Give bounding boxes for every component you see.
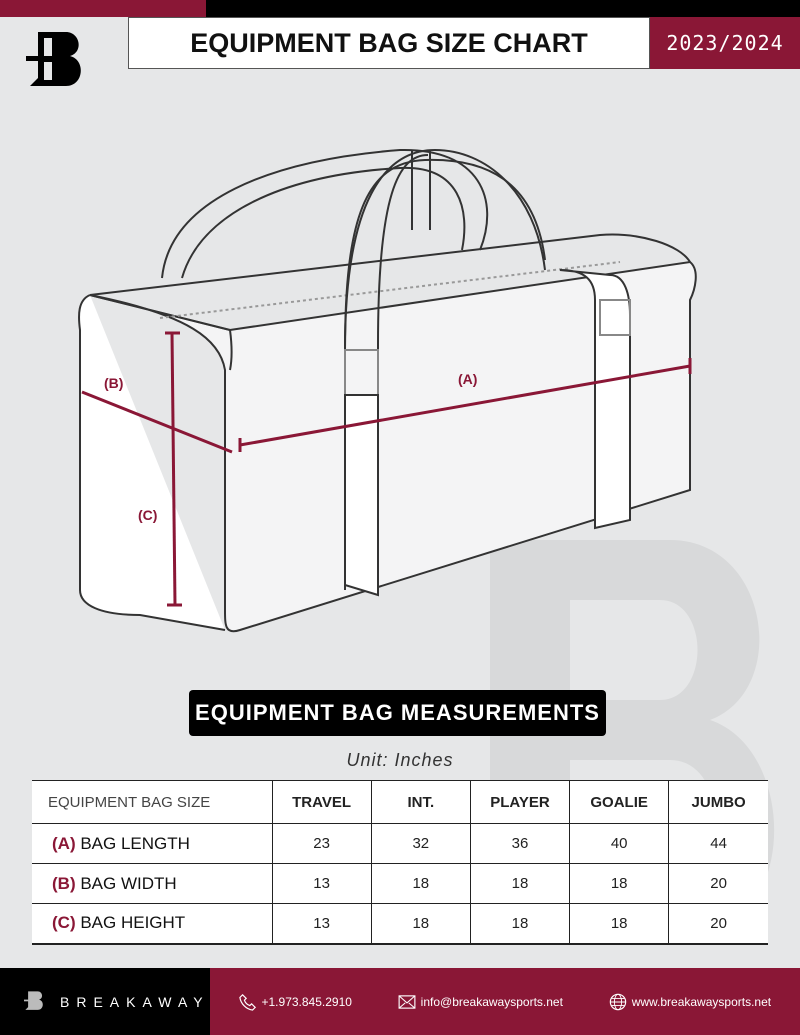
cell: 13 <box>271 903 372 944</box>
measurements-title: EQUIPMENT BAG MEASUREMENTS <box>189 690 606 736</box>
footer-contacts: +1.973.845.2910 info@breakawaysports.net… <box>210 993 800 1011</box>
cell: 18 <box>569 903 669 944</box>
cell: 20 <box>668 903 768 944</box>
col-header: TRAVEL <box>271 780 372 824</box>
footer-website[interactable]: www.breakawaysports.net <box>609 993 771 1011</box>
cell: 18 <box>370 863 471 904</box>
season-badge: 2023/2024 <box>650 17 800 69</box>
row-label: (A) BAG LENGTH <box>52 833 190 853</box>
bag-diagram: (B) (A) (C) <box>78 148 697 633</box>
cell: 18 <box>469 863 570 904</box>
col-header: GOALIE <box>569 780 669 824</box>
cell: 40 <box>569 823 669 864</box>
brand-name: BREAKAWAY <box>60 993 210 1010</box>
cell: 20 <box>668 863 768 904</box>
label-height: (C) <box>138 507 157 523</box>
table-row: (C) BAG HEIGHT 13 18 18 18 20 <box>32 903 768 944</box>
cell: 36 <box>469 823 570 864</box>
footer: BREAKAWAY +1.973.845.2910 info@breakaway… <box>0 968 800 1035</box>
label-length: (A) <box>458 371 477 387</box>
unit-label: Unit: Inches <box>346 750 454 770</box>
cell: 44 <box>668 823 768 864</box>
cell: 18 <box>469 903 570 944</box>
footer-phone[interactable]: +1.973.845.2910 <box>238 993 352 1011</box>
phone-icon <box>238 993 256 1011</box>
col-header: JUMBO <box>668 780 768 824</box>
row-label: (C) BAG HEIGHT <box>52 913 186 933</box>
email-icon <box>398 994 416 1009</box>
top-black-bar <box>206 0 800 17</box>
brand-logo <box>26 32 81 86</box>
col-header: EQUIPMENT BAG SIZE <box>48 793 211 811</box>
cell: 23 <box>271 823 372 864</box>
page-title-box: EQUIPMENT BAG SIZE CHART <box>128 17 650 69</box>
top-accent-bar <box>0 0 206 17</box>
footer-logo-icon <box>24 990 43 1010</box>
row-label: (B) BAG WIDTH <box>52 873 177 893</box>
cell: 32 <box>370 823 471 864</box>
globe-icon <box>609 993 626 1010</box>
label-width: (B) <box>104 375 123 391</box>
cell: 13 <box>271 863 372 904</box>
page-title: EQUIPMENT BAG SIZE CHART <box>190 27 588 58</box>
table-header-row: EQUIPMENT BAG SIZE TRAVEL INT. PLAYER GO… <box>32 780 768 824</box>
col-header: INT. <box>370 780 471 824</box>
footer-brand: BREAKAWAY <box>0 968 210 1035</box>
footer-email[interactable]: info@breakawaysports.net <box>398 995 563 1009</box>
col-header: PLAYER <box>469 780 570 824</box>
table-row: (A) BAG LENGTH 23 32 36 40 44 <box>32 823 768 864</box>
cell: 18 <box>370 903 471 944</box>
table-row: (B) BAG WIDTH 13 18 18 18 20 <box>32 863 768 904</box>
cell: 18 <box>569 863 669 904</box>
size-table: EQUIPMENT BAG SIZE TRAVEL INT. PLAYER GO… <box>32 780 768 945</box>
